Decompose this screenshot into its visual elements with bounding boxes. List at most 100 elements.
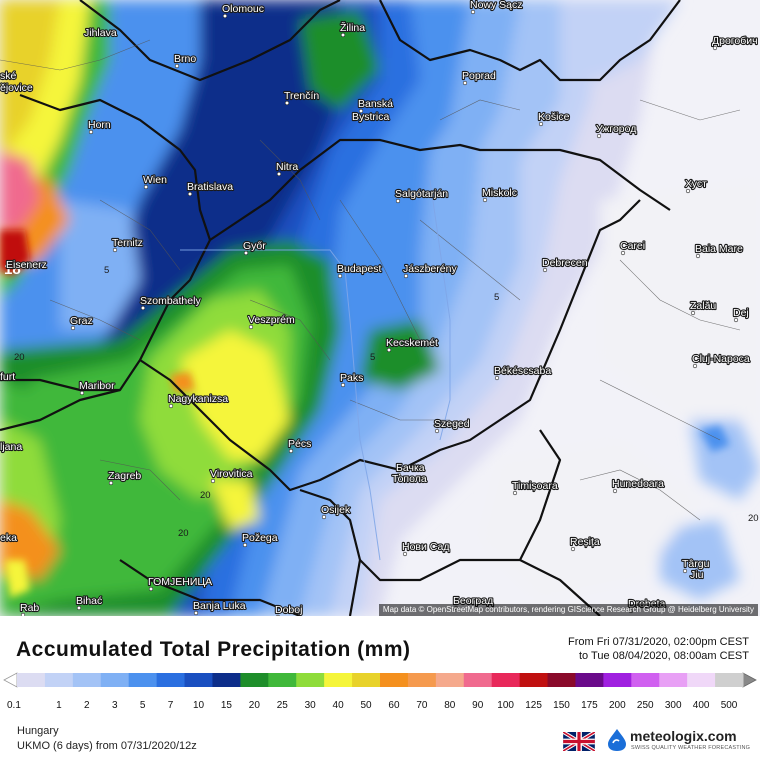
scale-swatch bbox=[659, 673, 688, 687]
city-label: Olomouc bbox=[222, 3, 264, 15]
city-label: Maribor bbox=[79, 380, 115, 392]
city-marker bbox=[682, 568, 688, 574]
city-label: Graz bbox=[70, 315, 93, 327]
city-label: Brno bbox=[174, 53, 196, 65]
city-label: Szeged bbox=[434, 418, 470, 430]
city-marker bbox=[402, 551, 408, 557]
city-marker bbox=[20, 612, 26, 616]
city-marker bbox=[695, 253, 701, 259]
period-from: From Fri 07/31/2020, 02:00pm CEST bbox=[568, 636, 749, 648]
city-label: Jiu bbox=[690, 569, 704, 581]
city-label: ské bbox=[0, 70, 17, 82]
map-attribution: Map data © OpenStreetMap contributors, r… bbox=[378, 604, 758, 616]
city-marker bbox=[193, 610, 199, 616]
city-marker bbox=[434, 428, 440, 434]
city-marker bbox=[168, 403, 174, 409]
scale-swatch bbox=[603, 673, 632, 687]
scale-swatch bbox=[407, 673, 437, 687]
scale-swatch bbox=[715, 673, 744, 687]
scale-label: 5 bbox=[140, 700, 146, 711]
city-label: Košice bbox=[538, 111, 570, 123]
precipitation-field: 5 5 5 20 20 20 20 18 Olomouc Nowy Sącz Дро… bbox=[0, 0, 760, 616]
brand-tagline: SWISS QUALITY WEATHER FORECASTING bbox=[631, 745, 751, 751]
city-label: Baia Mare bbox=[695, 243, 743, 255]
city-marker bbox=[494, 375, 500, 381]
city-marker bbox=[337, 273, 343, 279]
city-marker bbox=[321, 514, 327, 520]
scale-label: 30 bbox=[305, 700, 317, 711]
city-marker bbox=[276, 614, 280, 616]
city-marker bbox=[538, 121, 544, 127]
city-marker bbox=[108, 480, 114, 486]
city-label: ljana bbox=[0, 441, 22, 453]
city-label: Carei bbox=[620, 240, 645, 252]
scale-label: 3 bbox=[112, 700, 118, 711]
scale-right-arrow bbox=[742, 672, 757, 688]
city-label: Timișoara bbox=[512, 480, 558, 492]
city-label: Szombathely bbox=[140, 295, 201, 307]
scale-swatch bbox=[44, 673, 74, 687]
scale-swatch bbox=[463, 673, 493, 687]
city-label: Jászberény bbox=[403, 263, 457, 275]
city-marker bbox=[470, 9, 476, 15]
scale-swatch bbox=[491, 673, 521, 687]
legend-panel: Accumulated Total Precipitation (mm) Fro… bbox=[0, 616, 760, 760]
scale-swatch bbox=[268, 673, 297, 687]
scale-label: 10 bbox=[193, 700, 205, 711]
city-label: Bystrica bbox=[352, 111, 390, 123]
city-label: Győr bbox=[243, 240, 266, 252]
city-label: Zalău bbox=[690, 300, 716, 312]
scale-label: 80 bbox=[444, 700, 456, 711]
city-label: Дрогобич bbox=[712, 35, 758, 47]
city-label: Salgótarján bbox=[395, 188, 448, 200]
city-label: Požega bbox=[242, 532, 278, 544]
city-label: Bihać bbox=[76, 595, 102, 607]
city-marker bbox=[340, 32, 346, 38]
contour-label: 5 bbox=[370, 352, 375, 363]
city-marker bbox=[690, 310, 696, 316]
city-label: ГОМЈЕНИЦА bbox=[148, 576, 212, 588]
scale-swatch bbox=[212, 673, 241, 687]
city-label: Doboj bbox=[275, 604, 302, 616]
city-marker bbox=[79, 390, 85, 396]
city-marker bbox=[276, 171, 282, 177]
scale-swatch bbox=[575, 673, 604, 687]
scale-label: 60 bbox=[388, 700, 400, 711]
city-marker bbox=[512, 490, 518, 496]
city-label: Târgu bbox=[682, 558, 710, 570]
city-marker bbox=[187, 191, 193, 197]
city-marker bbox=[242, 542, 248, 548]
city-marker bbox=[70, 325, 76, 331]
city-label: Бачка bbox=[396, 462, 425, 474]
city-marker bbox=[143, 184, 149, 190]
city-marker bbox=[403, 273, 409, 279]
uk-flag-icon[interactable] bbox=[562, 730, 596, 753]
city-marker bbox=[596, 133, 602, 139]
city-marker bbox=[358, 108, 364, 114]
color-scale: 0.1 1 2 3 5 7 10 15 20 25 30 40 50 60 70 80 90 100 125 150 1… bbox=[3, 672, 757, 711]
scale-label: 400 bbox=[693, 700, 710, 711]
city-label: Хуст bbox=[685, 178, 707, 190]
model-info: UKMO (6 days) from 07/31/2020/12z bbox=[17, 740, 197, 752]
city-label: Osijek bbox=[321, 504, 351, 516]
city-marker bbox=[386, 347, 392, 353]
city-marker bbox=[692, 363, 698, 369]
scale-swatch bbox=[352, 673, 381, 687]
scale-swatch bbox=[100, 673, 130, 687]
scale-label: 40 bbox=[333, 700, 345, 711]
contour-label: 5 bbox=[104, 265, 109, 276]
city-label: Veszprém bbox=[248, 314, 295, 326]
city-markers: Olomouc Nowy Sącz Дрогобич Jihlava Žilina Brn… bbox=[0, 0, 759, 616]
city-label: Paks bbox=[340, 372, 363, 384]
city-label: Debrecen bbox=[542, 257, 588, 269]
city-marker bbox=[243, 250, 249, 256]
city-marker bbox=[395, 198, 401, 204]
scale-label: 20 bbox=[249, 700, 261, 711]
scale-label: 150 bbox=[553, 700, 570, 711]
city-label: Horn bbox=[88, 119, 111, 131]
scale-label: 300 bbox=[665, 700, 682, 711]
precipitation-map: 5 5 5 20 20 20 20 18 Olomouc Nowy Sącz Дро… bbox=[0, 0, 760, 616]
scale-label: 15 bbox=[221, 700, 233, 711]
forecast-period: From Fri 07/31/2020, 02:00pm CEST to Tue… bbox=[568, 635, 749, 663]
city-label: Poprad bbox=[462, 70, 496, 82]
